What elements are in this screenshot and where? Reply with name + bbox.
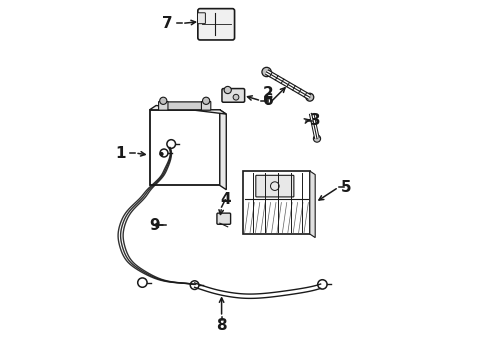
Text: 9: 9 [149,217,160,233]
Text: 2: 2 [263,86,274,101]
Circle shape [314,135,320,142]
Circle shape [160,97,167,104]
Circle shape [306,93,314,101]
Text: 3: 3 [310,113,320,128]
FancyBboxPatch shape [159,102,168,110]
Text: 7: 7 [162,16,173,31]
Circle shape [159,152,164,156]
FancyBboxPatch shape [167,102,202,110]
Text: 8: 8 [216,318,227,333]
Text: 5: 5 [341,180,351,195]
Circle shape [262,67,271,77]
Polygon shape [220,110,226,190]
FancyBboxPatch shape [197,13,205,24]
Circle shape [224,86,231,94]
FancyBboxPatch shape [198,9,235,40]
FancyBboxPatch shape [222,89,245,102]
Text: 6: 6 [263,93,274,108]
Text: 4: 4 [220,192,230,207]
Text: 1: 1 [116,145,126,161]
FancyBboxPatch shape [149,110,220,185]
Polygon shape [310,171,315,238]
FancyBboxPatch shape [256,175,294,197]
FancyBboxPatch shape [217,213,231,224]
Circle shape [202,97,210,104]
FancyBboxPatch shape [201,102,211,110]
FancyBboxPatch shape [243,171,310,234]
Polygon shape [149,105,226,114]
Circle shape [233,94,239,100]
